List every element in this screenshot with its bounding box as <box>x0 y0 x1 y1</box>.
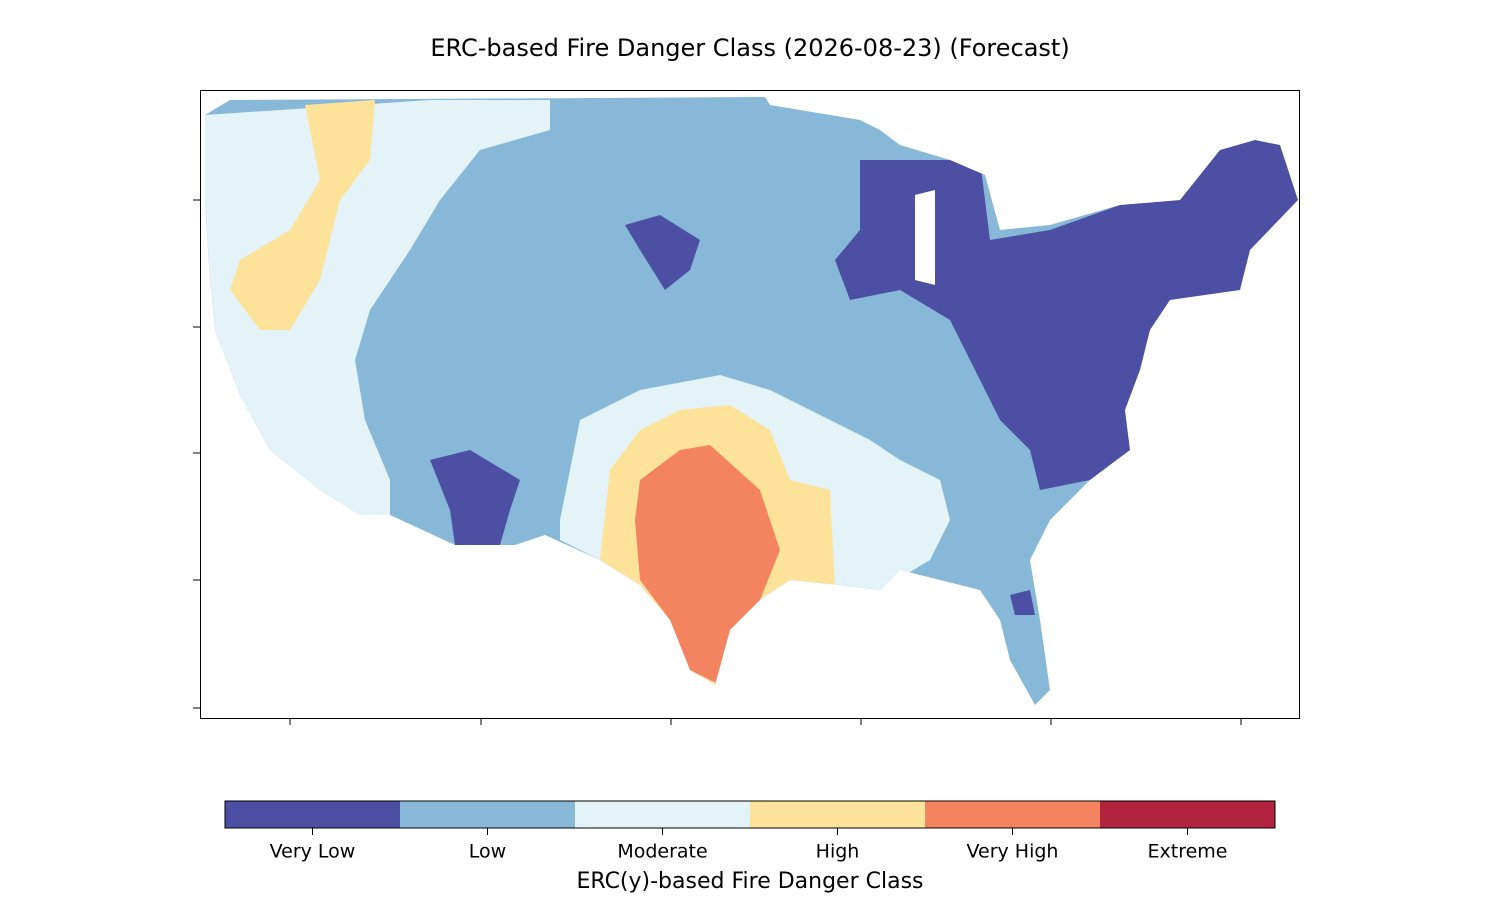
region <box>625 215 700 290</box>
region <box>230 100 375 330</box>
colorbar-class-label: Low <box>469 841 506 863</box>
colorbar-frame <box>224 800 1276 829</box>
region <box>430 450 520 545</box>
colorbar-swatch <box>1100 801 1275 828</box>
map-frame <box>200 90 1300 719</box>
colorbar-swatch <box>750 801 925 828</box>
colorbar-class-label: Extreme <box>1148 841 1228 863</box>
colorbar: Very Low Low Moderate High Very High Extreme <box>224 800 1276 863</box>
region <box>835 140 1298 490</box>
colorbar-class-label: Very Low <box>270 841 356 863</box>
lake <box>915 190 935 285</box>
map <box>205 97 1298 705</box>
colorbar-swatch <box>225 801 400 828</box>
colorbar-class-label: Moderate <box>617 841 707 863</box>
colorbar-swatch <box>575 801 750 828</box>
region <box>1010 590 1035 615</box>
colorbar-label: ERC(y)-based Fire Danger Class <box>576 869 923 894</box>
map-title: ERC-based Fire Danger Class (2026-08-23)… <box>430 34 1069 62</box>
colorbar-swatch <box>400 801 575 828</box>
frame-ticks <box>193 199 1242 725</box>
colorbar-swatch <box>925 801 1100 828</box>
colorbar-class-label: High <box>816 841 860 863</box>
colorbar-class-label: Very High <box>967 841 1059 863</box>
region <box>205 100 550 515</box>
region <box>635 445 780 685</box>
